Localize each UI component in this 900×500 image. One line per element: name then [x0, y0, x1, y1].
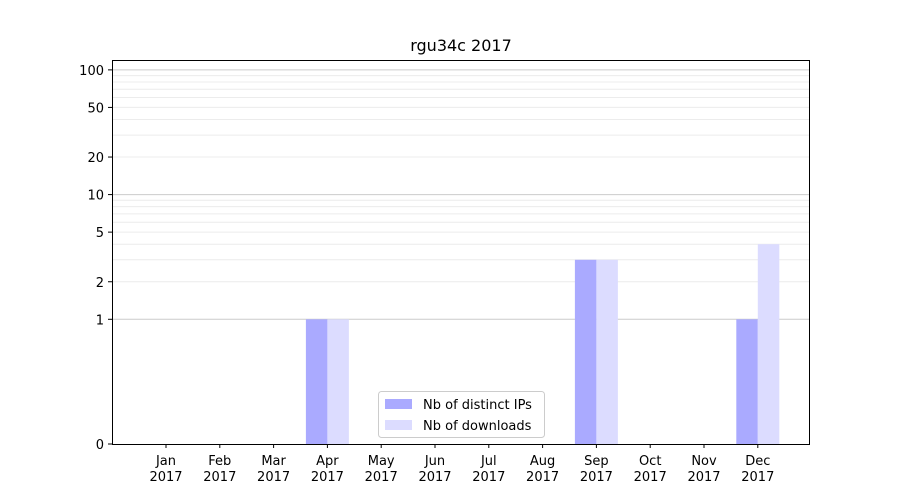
- legend-label: Nb of distinct IPs: [423, 398, 532, 413]
- bars: [305, 244, 780, 444]
- bar: [327, 319, 349, 444]
- y-tick-label: 20: [87, 151, 104, 166]
- x-tick-label-month: Aug: [530, 454, 555, 469]
- x-tick-label-year: 2017: [526, 470, 559, 485]
- x-tick-label-year: 2017: [149, 470, 182, 485]
- legend: Nb of distinct IPs Nb of downloads: [378, 391, 545, 438]
- x-tick-label-month: Nov: [691, 454, 717, 469]
- legend-swatch: [385, 420, 412, 430]
- x-axis: Jan2017Feb2017Mar2017Apr2017May2017Jun20…: [149, 444, 774, 485]
- x-tick-label-month: May: [368, 454, 395, 469]
- y-tick-label: 100: [79, 64, 104, 79]
- y-tick-label: 0: [96, 438, 104, 453]
- bar: [305, 319, 328, 444]
- bar: [574, 259, 597, 444]
- x-tick-label-year: 2017: [365, 470, 398, 485]
- y-tick-label: 2: [96, 276, 104, 291]
- x-tick-label-year: 2017: [311, 470, 344, 485]
- x-tick-label-month: Jan: [155, 454, 176, 469]
- bar: [757, 244, 780, 444]
- x-tick-label-year: 2017: [741, 470, 774, 485]
- bar: [596, 259, 618, 444]
- y-tick-label: 1: [96, 313, 104, 328]
- x-tick-label-year: 2017: [580, 470, 613, 485]
- x-tick-label-month: Apr: [316, 454, 339, 469]
- x-tick-label-month: Sep: [584, 454, 609, 469]
- x-tick-label-month: Oct: [639, 454, 661, 469]
- x-tick-label-year: 2017: [203, 470, 236, 485]
- legend-label: Nb of downloads: [423, 419, 532, 434]
- x-tick-label-month: Dec: [745, 454, 770, 469]
- plot-frame: [112, 60, 810, 445]
- chart-title: rgu34c 2017: [410, 36, 512, 55]
- x-tick-label-year: 2017: [257, 470, 290, 485]
- grid: [112, 69, 809, 320]
- y-axis: 0 1 2 5 10 20 50 100: [79, 64, 112, 453]
- x-tick-label-month: Mar: [261, 454, 286, 469]
- x-tick-label-month: Jun: [424, 454, 445, 469]
- x-tick-label-month: Jul: [480, 454, 497, 469]
- legend-box: [378, 391, 545, 438]
- x-tick-label-month: Feb: [208, 454, 231, 469]
- x-tick-label-year: 2017: [687, 470, 720, 485]
- x-tick-label-year: 2017: [418, 470, 451, 485]
- y-tick-label: 5: [96, 226, 104, 241]
- y-tick-label: 50: [87, 101, 104, 116]
- x-tick-label-year: 2017: [634, 470, 667, 485]
- bar: [736, 319, 758, 444]
- legend-swatch: [385, 399, 412, 409]
- x-tick-label-year: 2017: [472, 470, 505, 485]
- y-tick-label: 10: [87, 189, 104, 204]
